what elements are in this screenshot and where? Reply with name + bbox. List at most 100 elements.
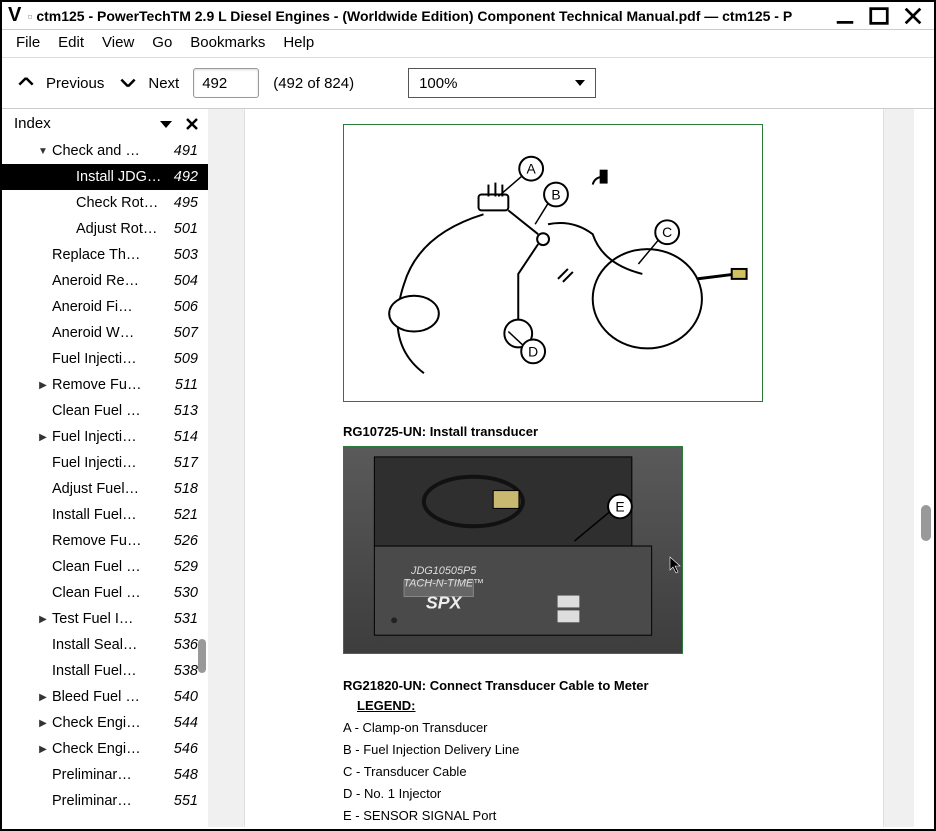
index-item[interactable]: Install Seal…536 <box>2 632 208 658</box>
index-item-label: Replace Th… <box>52 247 166 263</box>
index-item-label: Clean Fuel … <box>52 585 166 601</box>
page-paper: A B C D RG10725-UN: Install transducer <box>244 109 884 827</box>
index-item[interactable]: Aneroid W…507 <box>2 320 208 346</box>
maximize-button[interactable] <box>862 4 896 28</box>
index-item-label: Check and … <box>52 143 166 159</box>
index-item[interactable]: Install JDG…492 <box>2 164 208 190</box>
index-item[interactable]: Adjust Rot… 501 <box>2 216 208 242</box>
index-item-page: 518 <box>174 481 198 497</box>
index-item[interactable]: ▶Remove Fu…511 <box>2 372 208 398</box>
index-list[interactable]: ▼Check and …491Install JDG…492Check Rota… <box>2 138 208 827</box>
index-item-page: 492 <box>174 169 198 185</box>
callout-e: E <box>615 498 624 514</box>
index-item[interactable]: Remove Fu…526 <box>2 528 208 554</box>
index-item-page: 526 <box>174 533 198 549</box>
index-item-page: 514 <box>174 429 198 445</box>
index-item[interactable]: ▶Check Engi… 546 <box>2 736 208 762</box>
menu-help[interactable]: Help <box>283 34 314 51</box>
legend-title: LEGEND: <box>357 698 416 713</box>
main-scroll-thumb[interactable] <box>921 505 931 541</box>
index-item-label: Adjust Fuel… <box>52 481 166 497</box>
chevron-right-icon[interactable]: ▶ <box>36 718 50 729</box>
legend-item: E - SENSOR SIGNAL Port <box>343 805 519 827</box>
index-item-label: Fuel Injecti… <box>52 351 166 367</box>
index-item[interactable]: Preliminar…551 <box>2 788 208 814</box>
app-icon: V <box>8 4 21 27</box>
page-input-value: 492 <box>202 75 227 92</box>
menu-edit[interactable]: Edit <box>58 34 84 51</box>
meter-model: JDG10505P5 <box>410 565 477 577</box>
index-item-page: 546 <box>174 741 198 757</box>
zoom-select[interactable]: 100% <box>408 68 596 98</box>
index-item[interactable]: ▼Check and …491 <box>2 138 208 164</box>
index-item[interactable]: Clean Fuel …513 <box>2 398 208 424</box>
index-item[interactable]: ▶Fuel Injecti…514 <box>2 424 208 450</box>
window-title: ctm125 - PowerTechTM 2.9 L Diesel Engine… <box>36 8 828 24</box>
index-item-label: Check Engi… <box>52 741 166 757</box>
next-button[interactable]: Next <box>118 73 179 93</box>
legend-item: A - Clamp-on Transducer <box>343 717 519 739</box>
page-area[interactable]: A B C D RG10725-UN: Install transducer <box>208 109 934 827</box>
index-item-page: 540 <box>174 689 198 705</box>
index-item-page: 530 <box>174 585 198 601</box>
index-item-page: 531 <box>174 611 198 627</box>
callout-c: C <box>662 224 672 240</box>
index-item-label: Test Fuel I… <box>52 611 166 627</box>
minimize-button[interactable] <box>828 4 862 28</box>
index-item[interactable]: ▶Check Engi… 544 <box>2 710 208 736</box>
index-item-label: Check Engi… <box>52 715 166 731</box>
main-scrollbar[interactable] <box>918 109 934 827</box>
toolbar: Previous Next 492 (492 of 824) 100% <box>2 57 934 108</box>
chevron-right-icon[interactable]: ▶ <box>36 692 50 703</box>
figure-2-caption: RG21820-UN: Connect Transducer Cable to … <box>343 678 649 693</box>
chevron-right-icon[interactable]: ▶ <box>36 380 50 391</box>
sidebar: Index ▼Check and …491Install JDG…492Chec… <box>2 109 208 827</box>
index-item[interactable]: Install Fuel…521 <box>2 502 208 528</box>
sidebar-dropdown-icon[interactable] <box>160 119 172 129</box>
index-item[interactable]: Fuel Injecti…509 <box>2 346 208 372</box>
menu-bookmarks[interactable]: Bookmarks <box>190 34 265 51</box>
index-item[interactable]: Install Fuel…538 <box>2 658 208 684</box>
index-item-page: 536 <box>174 637 198 653</box>
index-item[interactable]: Preliminar…548 <box>2 762 208 788</box>
index-item-label: Clean Fuel … <box>52 559 166 575</box>
index-item[interactable]: Replace Th…503 <box>2 242 208 268</box>
callout-a: A <box>527 161 537 177</box>
chevron-down-icon[interactable]: ▼ <box>36 146 50 157</box>
index-item-page: 529 <box>174 559 198 575</box>
index-item[interactable]: Adjust Fuel… 518 <box>2 476 208 502</box>
index-item-page: 538 <box>174 663 198 679</box>
legend-item: D - No. 1 Injector <box>343 783 519 805</box>
index-item[interactable]: Check Rota…495 <box>2 190 208 216</box>
index-item-page: 521 <box>174 507 198 523</box>
close-button[interactable] <box>896 4 930 28</box>
index-item[interactable]: Aneroid Re…504 <box>2 268 208 294</box>
index-item-page: 544 <box>174 715 198 731</box>
page-input[interactable]: 492 <box>193 68 259 98</box>
index-item[interactable]: Clean Fuel … 530 <box>2 580 208 606</box>
page-surface: A B C D RG10725-UN: Install transducer <box>208 109 914 827</box>
index-item-label: Preliminar… <box>52 793 166 809</box>
index-item[interactable]: Clean Fuel … 529 <box>2 554 208 580</box>
figure-2: JDG10505P5 TACH-N-TIME™ SPX E <box>343 446 683 654</box>
prev-button[interactable]: Previous <box>16 73 104 93</box>
menu-file[interactable]: File <box>16 34 40 51</box>
index-item-page: 501 <box>174 221 198 237</box>
index-item-label: Adjust Rot… <box>76 221 166 237</box>
index-item[interactable]: ▶Test Fuel I… 531 <box>2 606 208 632</box>
chevron-right-icon[interactable]: ▶ <box>36 432 50 443</box>
index-item-page: 504 <box>174 273 198 289</box>
index-item[interactable]: Fuel Injecti…517 <box>2 450 208 476</box>
menu-view[interactable]: View <box>102 34 134 51</box>
index-item-label: Aneroid Fi… <box>52 299 166 315</box>
sidebar-scrollbar[interactable] <box>196 109 208 827</box>
document-icon: ▫ <box>27 8 32 24</box>
index-item[interactable]: Aneroid Fi…506 <box>2 294 208 320</box>
chevron-right-icon[interactable]: ▶ <box>36 614 50 625</box>
index-item[interactable]: ▶Bleed Fuel …540 <box>2 684 208 710</box>
sidebar-scroll-thumb[interactable] <box>198 639 206 673</box>
chevron-right-icon[interactable]: ▶ <box>36 744 50 755</box>
figure-1: A B C D <box>343 124 763 402</box>
index-item-page: 517 <box>174 455 198 471</box>
menu-go[interactable]: Go <box>152 34 172 51</box>
